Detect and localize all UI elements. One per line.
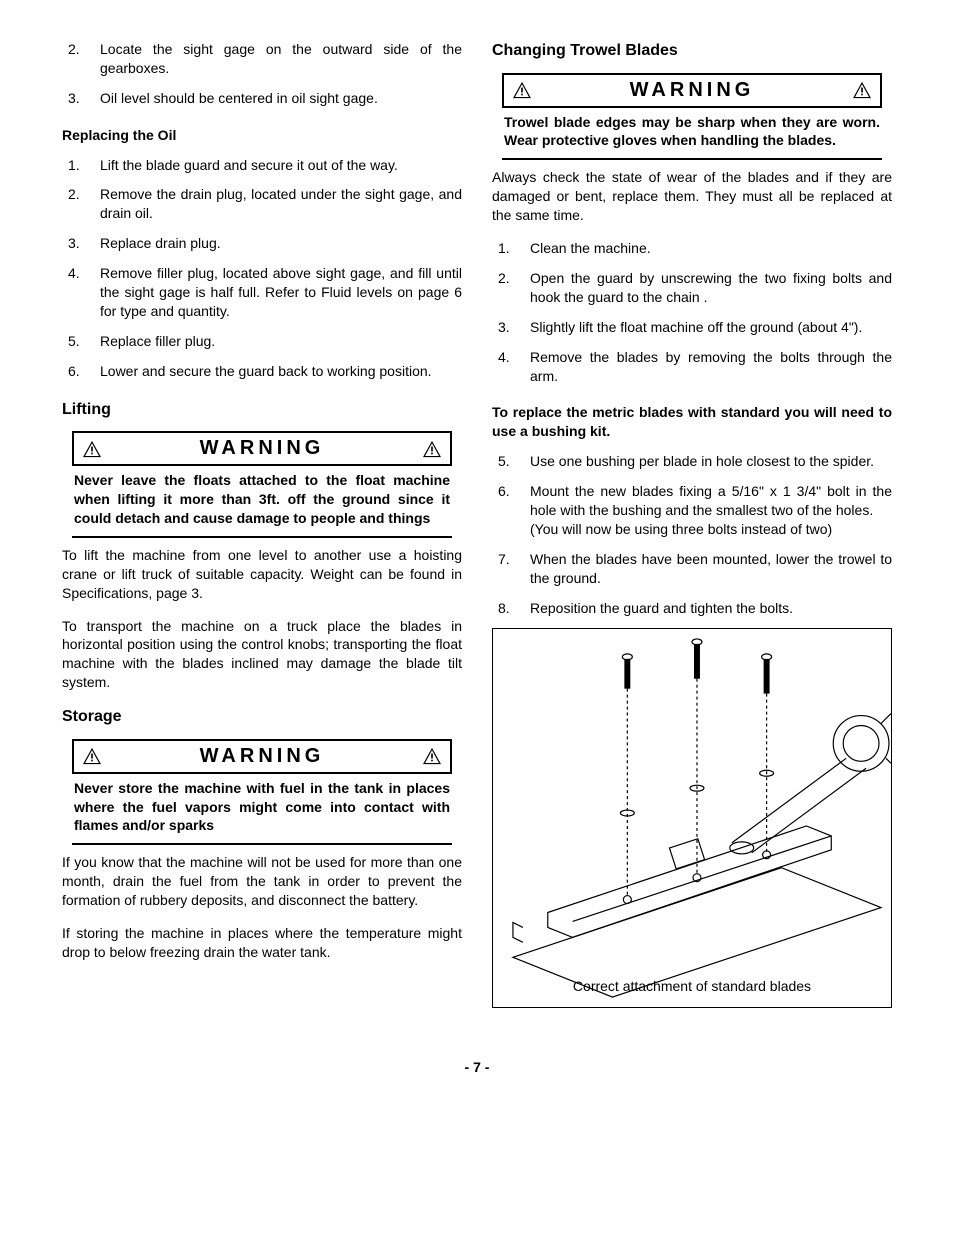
blades-intro: Always check the state of wear of the bl… <box>492 168 892 225</box>
warning-label: WARNING <box>200 435 325 462</box>
warning-triangle-icon <box>422 747 442 765</box>
storage-warning-box: WARNING Never store the machine with fue… <box>72 739 452 846</box>
list-item: 1.Clean the machine. <box>492 239 892 258</box>
left-column: 2.Locate the sight gage on the outward s… <box>62 40 462 1008</box>
list-item: 5.Use one bushing per blade in hole clos… <box>492 452 892 471</box>
storage-warning-text: Never store the machine with fuel in the… <box>72 777 452 846</box>
lifting-heading: Lifting <box>62 399 462 421</box>
warning-triangle-icon <box>512 81 532 99</box>
list-item: 4.Remove the blades by removing the bolt… <box>492 348 892 386</box>
warning-triangle-icon <box>852 81 872 99</box>
warning-triangle-icon <box>422 440 442 458</box>
blades-list-2: 5.Use one bushing per blade in hole clos… <box>492 452 892 617</box>
storage-paragraph: If storing the machine in places where t… <box>62 924 462 962</box>
list-item: 5.Replace filler plug. <box>62 332 462 351</box>
list-item: 4.Remove filler plug, located above sigh… <box>62 264 462 321</box>
blades-warning-text: Trowel blade edges may be sharp when the… <box>502 111 882 161</box>
top-list: 2.Locate the sight gage on the outward s… <box>62 40 462 108</box>
list-item: 2.Locate the sight gage on the outward s… <box>62 40 462 78</box>
figure-caption: Correct attachment of standard blades <box>493 977 891 996</box>
bushing-note: To replace the metric blades with standa… <box>492 403 892 441</box>
lifting-warning-box: WARNING Never leave the floats attached … <box>72 431 452 538</box>
list-item: 2.Open the guard by unscrewing the two f… <box>492 269 892 307</box>
list-item: 3.Oil level should be centered in oil si… <box>62 89 462 108</box>
list-item: 1.Lift the blade guard and secure it out… <box>62 156 462 175</box>
warning-header: WARNING <box>72 739 452 774</box>
changing-blades-heading: Changing Trowel Blades <box>492 40 892 62</box>
storage-heading: Storage <box>62 706 462 728</box>
list-item: 8.Reposition the guard and tighten the b… <box>492 599 892 618</box>
storage-paragraph: If you know that the machine will not be… <box>62 853 462 910</box>
lifting-warning-text: Never leave the floats attached to the f… <box>72 469 452 538</box>
list-item: 6.Lower and secure the guard back to wor… <box>62 362 462 381</box>
list-item: 7.When the blades have been mounted, low… <box>492 550 892 588</box>
page-number: - 7 - <box>62 1058 892 1077</box>
warning-triangle-icon <box>82 747 102 765</box>
warning-header: WARNING <box>502 73 882 108</box>
replacing-oil-heading: Replacing the Oil <box>62 126 462 145</box>
replacing-list: 1.Lift the blade guard and secure it out… <box>62 156 462 381</box>
warning-header: WARNING <box>72 431 452 466</box>
list-item: 6.Mount the new blades fixing a 5/16" x … <box>492 482 892 539</box>
blade-diagram-icon <box>493 629 891 1007</box>
warning-triangle-icon <box>82 440 102 458</box>
lifting-paragraph: To transport the machine on a truck plac… <box>62 617 462 693</box>
blades-list-1: 1.Clean the machine. 2.Open the guard by… <box>492 239 892 385</box>
warning-label: WARNING <box>200 743 325 770</box>
warning-label: WARNING <box>630 77 755 104</box>
list-item: 2.Remove the drain plug, located under t… <box>62 185 462 223</box>
blade-attachment-figure: Correct attachment of standard blades <box>492 628 892 1008</box>
blades-warning-box: WARNING Trowel blade edges may be sharp … <box>502 73 882 161</box>
list-item: 3.Slightly lift the float machine off th… <box>492 318 892 337</box>
right-column: Changing Trowel Blades WARNING Trowel bl… <box>492 40 892 1008</box>
list-item: 3.Replace drain plug. <box>62 234 462 253</box>
lifting-paragraph: To lift the machine from one level to an… <box>62 546 462 603</box>
